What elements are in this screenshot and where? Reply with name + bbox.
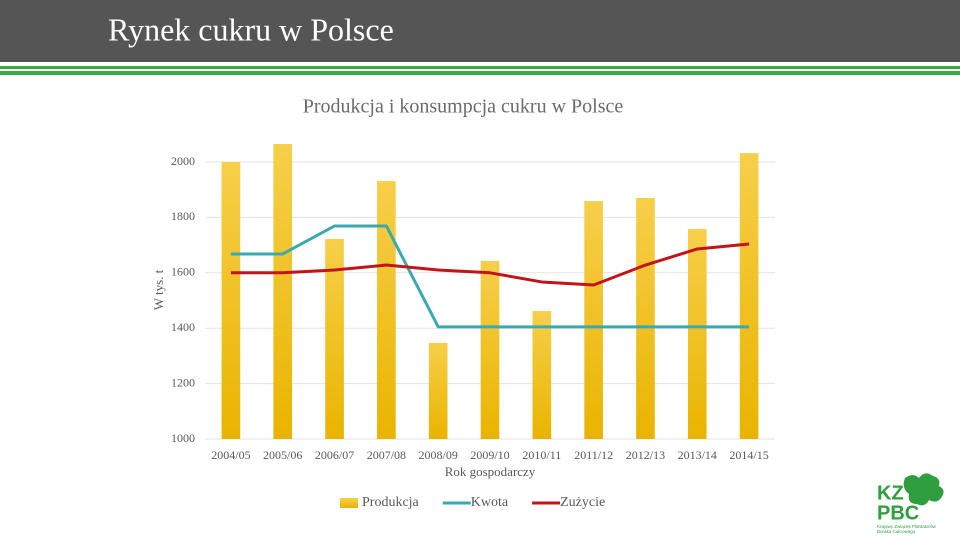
x-tick-label: 2011/12 <box>574 448 613 462</box>
logo-text: PBC <box>877 502 919 524</box>
legend-swatch <box>340 498 358 508</box>
x-tick-label: 2007/08 <box>367 448 406 462</box>
y-tick-label: 2000 <box>171 154 195 168</box>
header-bar <box>0 0 960 62</box>
bar <box>428 342 448 439</box>
logo-text: KZ <box>877 482 904 504</box>
y-tick-label: 1600 <box>171 265 195 279</box>
bar <box>377 181 396 439</box>
x-tick-label: 2009/10 <box>470 448 509 462</box>
bar <box>687 229 707 439</box>
line <box>230 242 750 287</box>
bar <box>584 201 603 439</box>
x-tick-label: 2006/07 <box>315 448 354 462</box>
bar <box>532 311 552 439</box>
bar <box>273 143 293 439</box>
legend-label: Zużycie <box>560 495 605 510</box>
bar <box>636 198 655 439</box>
y-tick-label: 1800 <box>171 209 195 223</box>
x-tick-label: 2008/09 <box>419 448 458 462</box>
bar <box>480 260 500 439</box>
x-tick-label: 2004/05 <box>211 448 250 462</box>
y-tick-label: 1200 <box>171 375 195 389</box>
x-tick-label: 2005/06 <box>263 448 302 462</box>
legend-label: Produkcja <box>362 495 420 510</box>
bar <box>221 162 241 439</box>
x-axis-label: Rok gospodarczy <box>445 464 536 479</box>
bar <box>739 153 759 440</box>
header-title: Rynek cukru w Polsce <box>108 11 394 47</box>
line <box>230 224 750 329</box>
logo-caption: Buraka Cukrowego <box>877 529 916 534</box>
stripe <box>0 71 960 75</box>
bar <box>325 239 344 439</box>
legend-label: Kwota <box>471 495 509 510</box>
x-tick-label: 2010/11 <box>522 448 561 462</box>
y-axis-label: W tys. t <box>151 269 166 310</box>
logo-caption: Krajowy Związek Plantatorów <box>877 524 937 529</box>
x-tick-label: 2013/14 <box>678 448 717 462</box>
stripe <box>0 66 960 69</box>
y-tick-label: 1400 <box>171 320 195 334</box>
x-tick-label: 2012/13 <box>626 448 665 462</box>
logo: KZ PBC Krajowy Związek Plantatorów Burak… <box>877 473 944 534</box>
logo-leaves <box>903 473 944 506</box>
chart-title: Produkcja i konsumpcja cukru w Polsce <box>303 96 624 118</box>
y-tick-label: 1000 <box>171 431 195 445</box>
x-tick-label: 2014/15 <box>729 448 768 462</box>
